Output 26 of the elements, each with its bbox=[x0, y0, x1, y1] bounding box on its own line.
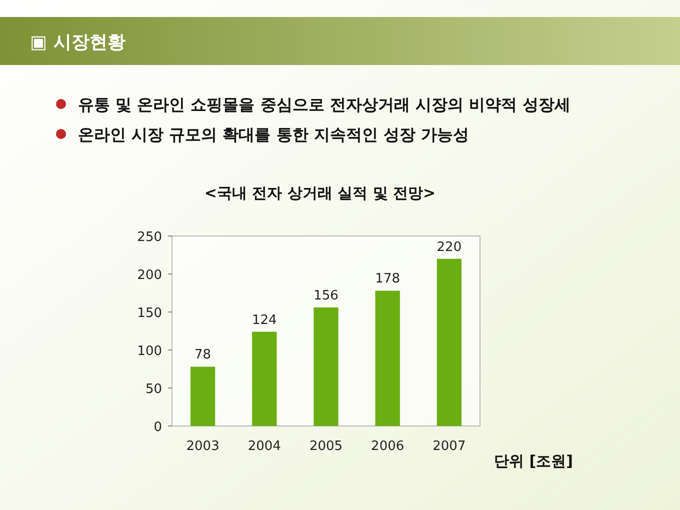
chart-subtitle: <국내 전자 상거래 실적 및 전망> bbox=[204, 184, 436, 202]
text: 온라인 시장 규모의 확대를 통한 지속적인 성장 가능성 bbox=[78, 125, 469, 144]
y-tick-label: 50 bbox=[145, 382, 162, 397]
x-tick-label: 2004 bbox=[248, 439, 281, 454]
text: 유통 및 온라인 쇼핑몰을 중심으로 전자상거래 시장의 비약적 성장세 bbox=[78, 95, 571, 114]
bar bbox=[375, 290, 400, 426]
x-tick-label: 2003 bbox=[186, 439, 220, 454]
x-tick-label: 2006 bbox=[371, 439, 404, 454]
x-tick-label: 2005 bbox=[309, 439, 343, 454]
bar bbox=[252, 332, 277, 426]
bar bbox=[314, 307, 338, 426]
data-label: 178 bbox=[375, 272, 400, 287]
y-tick-label: 250 bbox=[137, 230, 162, 245]
data-label: 78 bbox=[194, 348, 212, 363]
y-tick-label: 100 bbox=[137, 344, 162, 359]
data-label: 124 bbox=[252, 312, 277, 328]
chart-title: ▣ 시장현황 bbox=[30, 32, 126, 53]
bar bbox=[436, 258, 462, 426]
text: 단위 [조원] bbox=[494, 452, 573, 470]
x-tick-label: 2007 bbox=[432, 439, 466, 454]
y-tick-label: 150 bbox=[137, 306, 162, 321]
y-tick-label: 0 bbox=[154, 420, 162, 435]
data-label: 156 bbox=[314, 288, 338, 304]
bar bbox=[190, 366, 216, 426]
y-tick-label: 200 bbox=[137, 268, 162, 283]
data-label: 220 bbox=[436, 240, 462, 255]
